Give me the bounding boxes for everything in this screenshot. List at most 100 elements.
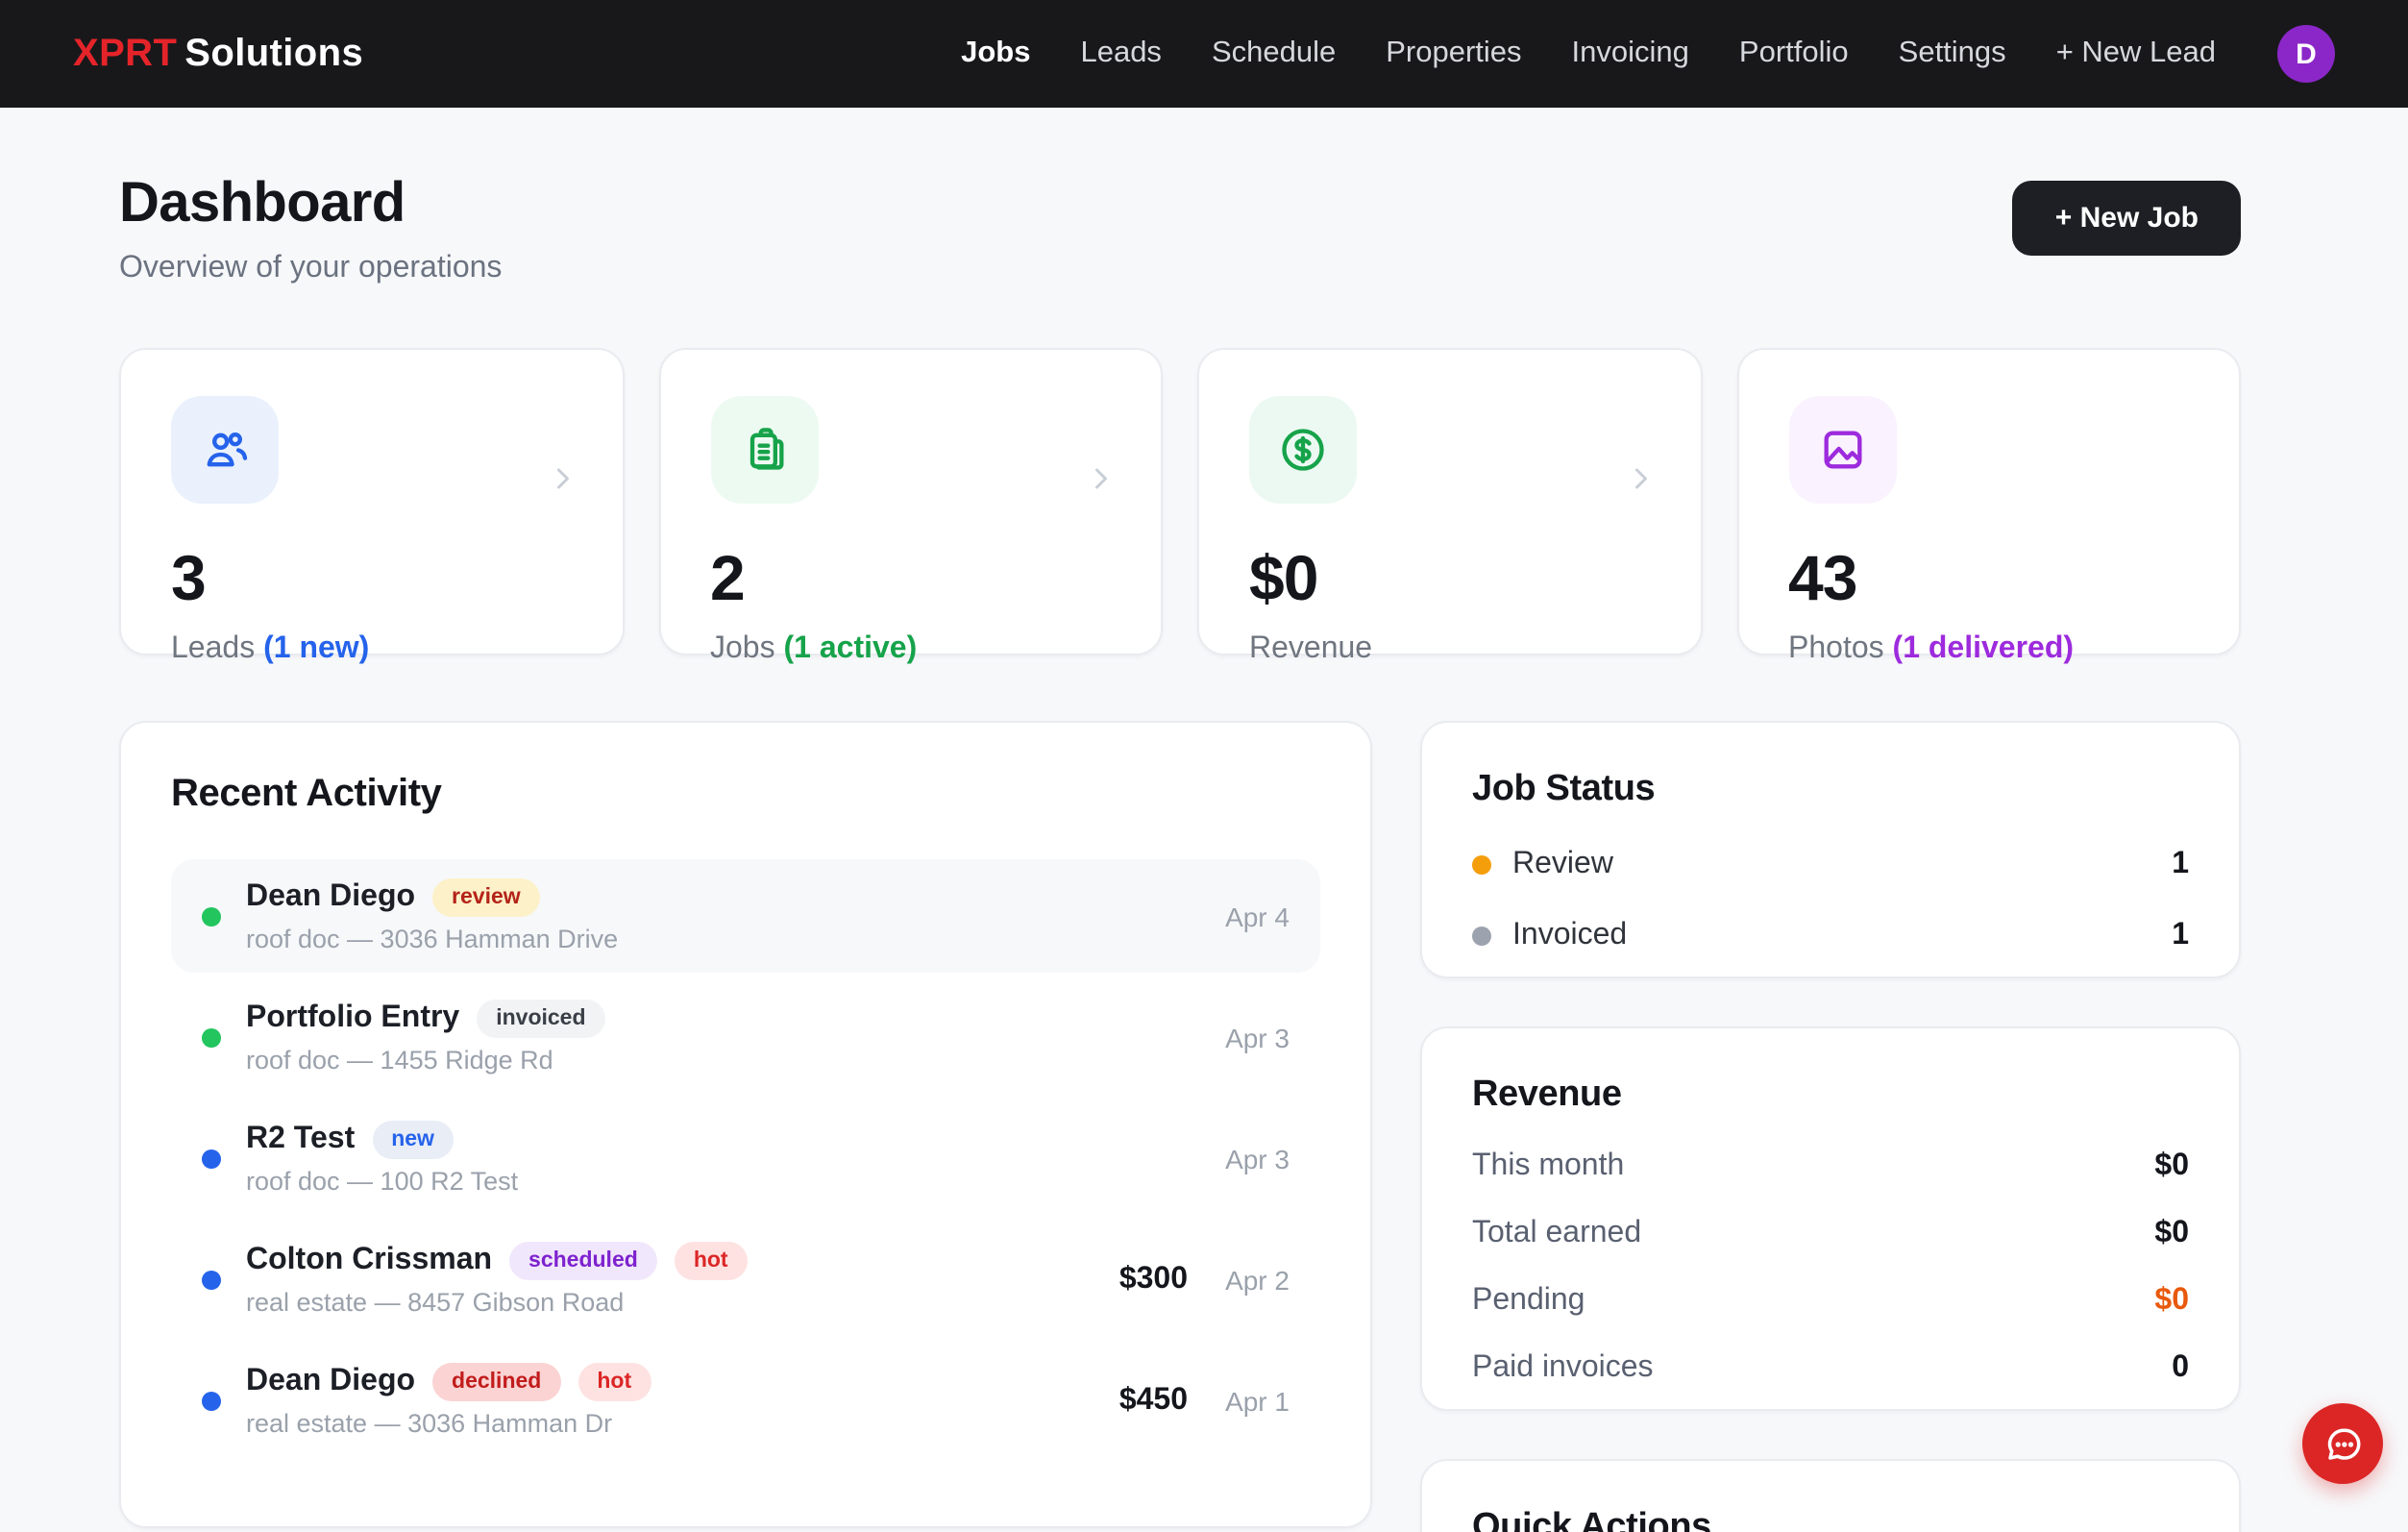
nav-item-schedule[interactable]: Schedule [1211,37,1337,69]
leads-label-text: Leads [171,632,264,665]
pending-label: Pending [1472,1284,1585,1317]
nav-item-settings[interactable]: Settings [1898,37,2006,69]
revenue-label-text: Revenue [1249,632,1373,665]
revenue-panel: Revenue This month $0 Total earned $0 Pe… [1420,1026,2241,1411]
status-dot [202,1391,221,1410]
jobs-suffix: (1 active) [783,632,918,665]
chat-bubble-icon [2322,1423,2363,1464]
revenue-row-total-earned: Total earned $0 [1472,1217,2189,1251]
invoiced-count: 1 [2172,919,2189,951]
activity-main: Dean Diego declined hot real estate — 30… [246,1363,651,1438]
jobs-count: 2 [710,542,746,613]
nav-item-properties[interactable]: Properties [1386,37,1522,69]
brand-logo[interactable]: XPRT Solutions [73,32,363,76]
this-month-label: This month [1472,1149,1625,1182]
leads-count: 3 [171,542,207,613]
activity-main: Portfolio Entry invoiced roof doc — 1455… [246,1000,605,1075]
activity-date: Apr 3 [1225,1143,1290,1174]
page-header: Dashboard Overview of your operations + … [119,173,2241,286]
status-dot [202,1027,221,1047]
invoiced-dot [1472,927,1491,946]
chevron-right-icon [1084,461,1118,506]
stat-card-leads[interactable]: 3 Leads (1 new) [119,348,624,665]
users-icon [171,396,279,504]
page-title: Dashboard [119,173,405,235]
clipboard-icon [710,396,818,504]
stats-row: 3 Leads (1 new) 2 Jobs (1 active) [119,348,2241,665]
activity-date: Apr 3 [1225,1022,1290,1052]
image-icon [1788,396,1896,504]
status-dot [202,906,221,926]
activity-name: Colton Crissman [246,1244,493,1276]
paid-invoices-value: 0 [2172,1351,2189,1384]
photos-label: Photos (1 delivered) [1788,632,2193,667]
quick-actions-panel: Quick Actions [1420,1459,2241,1532]
photos-suffix: (1 delivered) [1892,632,2075,665]
user-avatar[interactable]: D [2277,25,2335,83]
activity-subtitle: real estate — 3036 Hamman Dr [246,1409,613,1438]
chat-button[interactable] [2302,1403,2383,1484]
activity-row[interactable]: Dean Diego declined hot real estate — 30… [171,1344,1320,1457]
job-status-row-review: Review 1 [1472,848,2189,882]
stat-card-photos[interactable]: 43 Photos (1 delivered) [1736,348,2241,665]
activity-list: Dean Diego review roof doc — 3036 Hamman… [171,859,1320,1457]
recent-activity-title: Recent Activity [171,773,442,815]
top-navbar: XPRT Solutions Jobs Leads Schedule Proper… [0,0,2408,108]
activity-row[interactable]: Colton Crissman scheduled hot real estat… [171,1223,1320,1336]
status-badge: declined [432,1363,561,1401]
nav-item-leads[interactable]: Leads [1080,37,1162,69]
nav-item-invoicing[interactable]: Invoicing [1571,37,1689,69]
status-badge: hot [674,1242,748,1280]
revenue-row-paid-invoices: Paid invoices 0 [1472,1351,2189,1386]
revenue-row-pending: Pending $0 [1472,1284,2189,1319]
pending-value: $0 [2154,1284,2189,1317]
nav-item-new-lead[interactable]: + New Lead [2055,37,2216,69]
status-badge: new [372,1121,454,1159]
new-job-button[interactable]: + New Job [2012,181,2241,256]
leads-suffix: (1 new) [263,632,370,665]
stat-card-jobs[interactable]: 2 Jobs (1 active) [658,348,1163,665]
paid-invoices-label: Paid invoices [1472,1351,1654,1384]
job-status-row-invoiced: Invoiced 1 [1472,919,2189,953]
total-earned-value: $0 [2154,1217,2189,1249]
photos-label-text: Photos [1788,632,1893,665]
page-subtitle: Overview of your operations [119,252,503,284]
activity-name: Portfolio Entry [246,1001,460,1034]
activity-date: Apr 1 [1225,1385,1290,1416]
activity-main: Colton Crissman scheduled hot real estat… [246,1242,748,1317]
activity-row[interactable]: Dean Diego review roof doc — 3036 Hamman… [171,859,1320,973]
activity-row[interactable]: R2 Test new roof doc — 100 R2 Test Apr 3 [171,1101,1320,1215]
this-month-value: $0 [2154,1149,2189,1182]
nav-item-portfolio[interactable]: Portfolio [1738,37,1849,69]
total-earned-label: Total earned [1472,1217,1642,1249]
status-badge: hot [577,1363,651,1401]
activity-main: Dean Diego review roof doc — 3036 Hamman… [246,878,618,953]
logo-primary-text: XPRT [73,32,178,74]
photos-count: 43 [1788,542,1857,613]
revenue-row-this-month: This month $0 [1472,1149,2189,1184]
activity-name: Dean Diego [246,880,416,913]
activity-date: Apr 4 [1225,901,1290,931]
activity-main: R2 Test new roof doc — 100 R2 Test [246,1121,518,1196]
activity-row[interactable]: Portfolio Entry invoiced roof doc — 1455… [171,980,1320,1094]
activity-subtitle: roof doc — 1455 Ridge Rd [246,1046,553,1075]
stat-card-revenue[interactable]: $0 Revenue [1197,348,1702,665]
jobs-label-text: Jobs [710,632,784,665]
activity-amount: $450 [1118,1383,1188,1416]
activity-subtitle: roof doc — 3036 Hamman Drive [246,925,619,953]
jobs-label: Jobs (1 active) [710,632,1115,667]
nav-item-jobs[interactable]: Jobs [961,37,1031,69]
activity-name: Dean Diego [246,1365,416,1397]
status-dot [202,1149,221,1168]
activity-subtitle: real estate — 8457 Gibson Road [246,1288,625,1317]
job-status-title: Job Status [1472,769,1656,809]
recent-activity-panel: Recent Activity Dean Diego review roof d… [119,721,1372,1528]
invoiced-label: Invoiced [1512,919,1628,951]
nav-links: Jobs Leads Schedule Properties Invoicing… [961,25,2335,83]
status-dot [202,1270,221,1289]
quick-actions-title: Quick Actions [1472,1507,1711,1532]
review-label: Review [1512,848,1613,880]
chevron-right-icon [1623,461,1658,506]
status-badge: invoiced [477,1000,605,1038]
